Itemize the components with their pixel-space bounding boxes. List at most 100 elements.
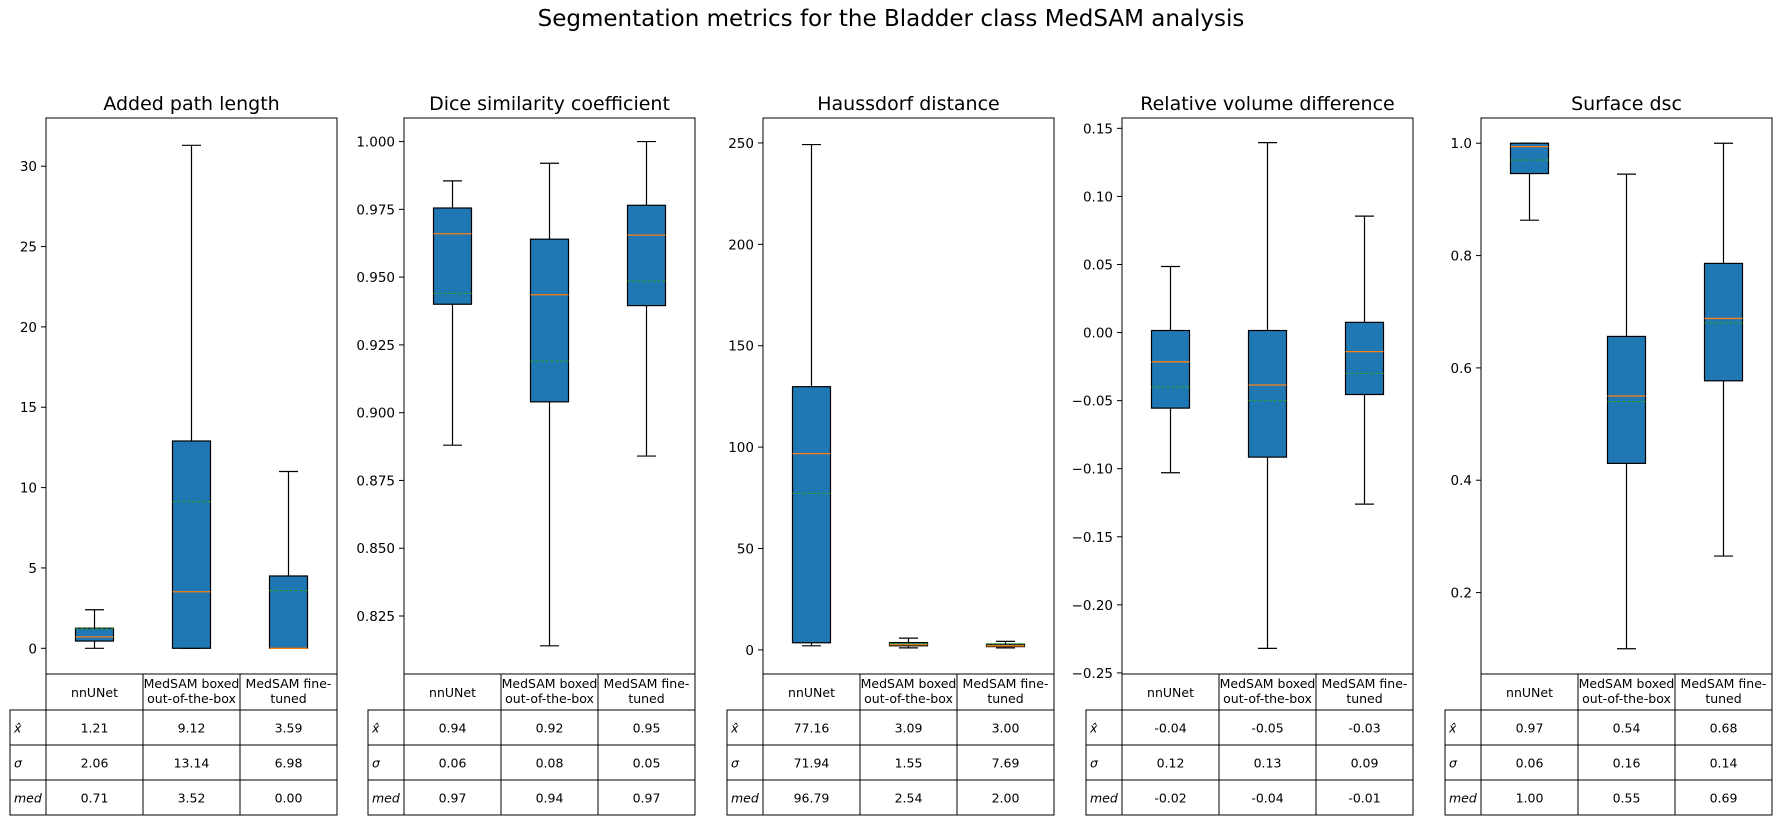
table-row-label: σ bbox=[731, 756, 740, 771]
y-tick-label: 0.850 bbox=[356, 541, 395, 557]
table-col-label: MedSAM fine-tuned bbox=[1681, 676, 1767, 706]
table-col-label: MedSAM fine-tuned bbox=[246, 676, 332, 706]
y-tick-label: 0.925 bbox=[356, 338, 395, 354]
table-col-label: nnUNet bbox=[71, 685, 118, 700]
box-1 bbox=[74, 609, 115, 649]
box-3 bbox=[626, 140, 667, 457]
box-3 bbox=[1703, 142, 1744, 557]
iqr-box bbox=[432, 207, 473, 305]
table-cell: 3.59 bbox=[275, 721, 303, 736]
y-tick-label: 20 bbox=[20, 320, 37, 336]
y-tick-label: −0.10 bbox=[1072, 462, 1113, 478]
panel-2: Dice similarity coefficient 0.825 0.850 0.8… bbox=[356, 93, 696, 816]
panel-4: Relative volume difference −0.25 −0.20 −0.1… bbox=[1072, 93, 1414, 816]
table-col-label: MedSAM boxed out-of-the-box bbox=[861, 676, 957, 706]
y-tick-label: 10 bbox=[20, 481, 37, 497]
table-row-label: x̂ bbox=[730, 721, 739, 736]
box-3 bbox=[1344, 215, 1385, 505]
table-row-label: med bbox=[14, 791, 42, 806]
iqr-box bbox=[1509, 142, 1550, 175]
panel-title: Haussdorf distance bbox=[817, 93, 1000, 115]
panel-title: Added path length bbox=[103, 93, 279, 115]
y-tick-label: 0.875 bbox=[356, 473, 395, 489]
table-cell: 71.94 bbox=[794, 756, 830, 771]
table-row-label: med bbox=[1090, 791, 1118, 806]
table-cell: 0.08 bbox=[536, 756, 564, 771]
iqr-box bbox=[74, 627, 115, 642]
y-tick-label: 0.2 bbox=[1451, 586, 1472, 602]
iqr-box bbox=[529, 238, 570, 403]
y-tick-label: 0.950 bbox=[356, 270, 395, 286]
iqr-box bbox=[1703, 262, 1744, 382]
table-cell: 0.95 bbox=[633, 721, 661, 736]
y-tick-label: 0.900 bbox=[356, 406, 395, 422]
table-row-label: med bbox=[731, 791, 759, 806]
table-cell: 1.00 bbox=[1516, 791, 1544, 806]
table-col-label: nnUNet bbox=[429, 685, 476, 700]
table-cell: 7.69 bbox=[992, 756, 1020, 771]
box-2 bbox=[1247, 142, 1288, 650]
y-tick-label: 0.00 bbox=[1083, 326, 1113, 342]
box-3 bbox=[985, 640, 1026, 649]
table-cell: 0.16 bbox=[1613, 756, 1641, 771]
table-row-label: x̂ bbox=[1089, 721, 1098, 736]
table-row-label: x̂ bbox=[13, 721, 22, 736]
box-1 bbox=[791, 143, 832, 647]
table-cell: 0.55 bbox=[1613, 791, 1641, 806]
table-cell: 13.14 bbox=[174, 756, 210, 771]
iqr-box bbox=[1247, 329, 1288, 458]
table-row-label: x̂ bbox=[1448, 721, 1457, 736]
table-cell: 6.98 bbox=[275, 756, 303, 771]
table-cell: 1.21 bbox=[81, 721, 109, 736]
table-row-label: x̂ bbox=[371, 721, 380, 736]
table-row-label: med bbox=[1449, 791, 1477, 806]
y-tick-label: 50 bbox=[737, 541, 754, 557]
y-tick-label: 0 bbox=[745, 643, 754, 659]
y-tick-label: −0.25 bbox=[1072, 666, 1113, 682]
table-col-label: MedSAM fine-tuned bbox=[1322, 676, 1408, 706]
table-cell: 3.52 bbox=[178, 791, 206, 806]
iqr-box bbox=[626, 204, 667, 307]
panel-title: Relative volume difference bbox=[1140, 93, 1394, 115]
table-cell: 0.97 bbox=[1516, 721, 1544, 736]
table-cell: 0.14 bbox=[1710, 756, 1738, 771]
table-cell: 0.94 bbox=[439, 721, 467, 736]
table-cell: 0.06 bbox=[1516, 756, 1544, 771]
table-col-label: nnUNet bbox=[1506, 685, 1553, 700]
iqr-box bbox=[791, 386, 832, 644]
y-tick-label: 15 bbox=[20, 400, 37, 416]
y-tick-label: 0.10 bbox=[1083, 189, 1113, 205]
iqr-box bbox=[1606, 335, 1647, 464]
box-1 bbox=[1150, 265, 1191, 474]
table-cell: 0.71 bbox=[81, 791, 109, 806]
y-tick-label: −0.05 bbox=[1072, 394, 1113, 410]
table-row-label: med bbox=[372, 791, 400, 806]
box-1 bbox=[1509, 142, 1550, 221]
panel-1: Added path length 0 5 10 15 20 25 30 nnUNet MedSA… bbox=[9, 93, 338, 816]
y-tick-label: 0.15 bbox=[1083, 121, 1113, 137]
y-tick-label: 250 bbox=[728, 136, 754, 152]
iqr-box bbox=[171, 440, 212, 649]
table-cell: 0.00 bbox=[275, 791, 303, 806]
table-cell: 0.54 bbox=[1613, 721, 1641, 736]
table-cell: 1.55 bbox=[895, 756, 923, 771]
iqr-box bbox=[1344, 321, 1385, 396]
y-tick-label: 1.0 bbox=[1451, 136, 1472, 152]
table-cell: 77.16 bbox=[794, 721, 830, 736]
y-tick-label: 1.000 bbox=[356, 135, 395, 151]
table-cell: 0.12 bbox=[1157, 756, 1185, 771]
panel-3: Haussdorf distance 0 50 100 150 200 250 nnUNet M… bbox=[726, 93, 1055, 816]
table-cell: -0.04 bbox=[1251, 791, 1283, 806]
table-col-label: nnUNet bbox=[1147, 685, 1194, 700]
table-col-label: MedSAM boxed out-of-the-box bbox=[144, 676, 240, 706]
table-col-label: nnUNet bbox=[788, 685, 835, 700]
table-row-label: σ bbox=[372, 756, 381, 771]
box-2 bbox=[1606, 173, 1647, 650]
table-cell: 0.69 bbox=[1710, 791, 1738, 806]
table-cell: 3.09 bbox=[895, 721, 923, 736]
table-cell: 0.06 bbox=[439, 756, 467, 771]
table-cell: 0.09 bbox=[1351, 756, 1379, 771]
